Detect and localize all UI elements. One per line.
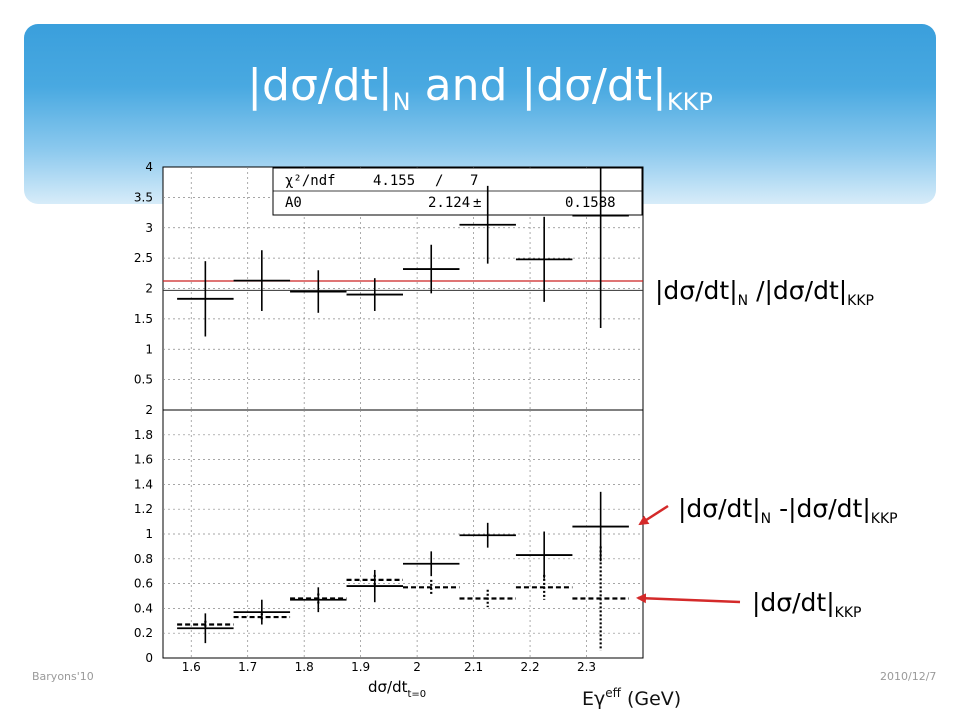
kkp-point [233, 613, 291, 621]
fit-ndf-value: 7 [470, 173, 478, 189]
fit-chi2-label: χ²/ndf [285, 173, 336, 189]
data-point [233, 599, 291, 625]
arrow-to-kkp [636, 593, 741, 604]
y-tick-label: 0.6 [134, 577, 153, 591]
x-axis-energy-label: Eγeff (GeV) [582, 686, 682, 710]
x-tick-label: 1.8 [295, 660, 314, 674]
x-tick-label: 2 [413, 660, 421, 674]
kkp-point [515, 574, 573, 600]
top-panel: 1.61.71.81.922.12.22.30.511.522.533.54dσ… [134, 160, 644, 452]
y-tick-label: 2 [145, 282, 153, 296]
data-point [177, 261, 234, 337]
y-tick-label: 0.4 [134, 601, 153, 615]
data-point [572, 491, 629, 562]
slide-title: |dσ/dt|N and |dσ/dt|KKP [247, 60, 713, 116]
kkp-point [403, 579, 460, 595]
data-point [403, 244, 460, 294]
data-point [290, 587, 347, 613]
data-point [346, 278, 403, 311]
y-tick-label: 2.5 [134, 251, 153, 265]
data-point [572, 167, 629, 328]
x-tick-label: 2.3 [577, 660, 596, 674]
fit-chi2-value: 4.155 [373, 173, 415, 189]
y-tick-label: 1.4 [134, 477, 153, 491]
y-tick-label: 0.2 [134, 626, 153, 640]
x-tick-label: 2.1 [464, 660, 483, 674]
kkp-point [346, 574, 403, 585]
footer-conference: Baryons'10 [32, 670, 94, 683]
data-point [403, 551, 460, 577]
data-point [233, 250, 291, 311]
data-point [459, 522, 516, 548]
y-tick-label: 0 [145, 651, 153, 665]
data-point [515, 531, 573, 579]
footer-date: 2010/12/7 [880, 670, 937, 683]
y-tick-label: 3.5 [134, 190, 153, 204]
kkp-point [572, 546, 629, 651]
y-tick-label: 1.2 [134, 502, 153, 516]
y-tick-label: 1 [145, 342, 153, 356]
y-tick-label: 0.8 [134, 552, 153, 566]
y-tick-label: 1.5 [134, 312, 153, 326]
fit-stats-box: χ²/ndf 4.155 / 7 A0 2.124 ±0.1588 [272, 167, 643, 216]
y-tick-label: 1.8 [134, 428, 153, 442]
y-tick-label: 1 [145, 527, 153, 541]
data-point [515, 216, 573, 302]
x-tick-label: 1.7 [238, 660, 257, 674]
fit-separator: / [435, 173, 443, 189]
x-axis-label: dσ/dtt=0 [368, 678, 426, 700]
x-tick-label: 1.9 [351, 660, 370, 674]
data-point [177, 613, 234, 644]
y-tick-label: 2 [145, 403, 153, 417]
fit-plus-minus: ± [473, 195, 481, 211]
ratio-label: |dσ/dt|N /|dσ/dt|KKP [655, 276, 874, 309]
kkp-label: |dσ/dt|KKP [752, 588, 862, 621]
data-point [459, 185, 516, 264]
x-tick-label: 2.2 [521, 660, 540, 674]
x-tick-label: 1.6 [182, 660, 201, 674]
bottom-panel: 1.6 1.7 1.8 1.9 2 2.1 2.2 2.3 0 0.2 0.4 0.6 0.8 1 1.2 1… [134, 403, 644, 700]
fit-stats-frame [272, 167, 643, 216]
y-tick-label: 0.5 [134, 373, 153, 387]
difference-label: |dσ/dt|N -|dσ/dt|KKP [678, 494, 898, 527]
kkp-point [459, 589, 516, 608]
kkp-point [290, 593, 347, 604]
fit-param-value: 2.124 [428, 195, 470, 211]
y-tick-label: 4 [145, 160, 153, 174]
fit-param-error: 0.1588 [565, 195, 616, 211]
data-point [290, 270, 347, 313]
y-tick-label: 1.6 [134, 453, 153, 467]
kkp-point [177, 620, 234, 629]
arrow-to-difference [638, 504, 669, 526]
fit-param-name: A0 [285, 195, 302, 211]
y-tick-label: 3 [145, 221, 153, 235]
